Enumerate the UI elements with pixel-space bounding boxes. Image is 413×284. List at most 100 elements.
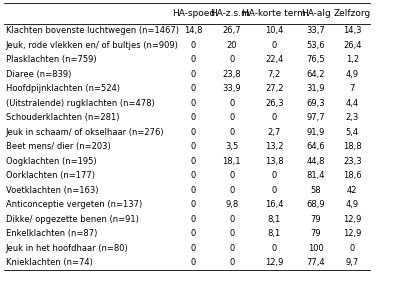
Text: 1,2: 1,2	[346, 55, 359, 64]
Text: 0: 0	[191, 244, 196, 252]
Text: Voetklachten (n=163): Voetklachten (n=163)	[6, 186, 98, 195]
Text: HA-z.s.m.: HA-z.s.m.	[211, 9, 253, 18]
Text: Dikke/ opgezette benen (n=91): Dikke/ opgezette benen (n=91)	[6, 215, 139, 224]
Text: 2,7: 2,7	[268, 128, 281, 137]
Text: 0: 0	[229, 215, 235, 224]
Text: HA-spoed: HA-spoed	[172, 9, 215, 18]
Text: 10,4: 10,4	[265, 26, 283, 36]
Text: 64,6: 64,6	[306, 142, 325, 151]
Text: 13,8: 13,8	[265, 157, 284, 166]
Text: 12,9: 12,9	[265, 258, 283, 267]
Text: 69,3: 69,3	[306, 99, 325, 108]
Text: 0: 0	[191, 258, 196, 267]
Text: 0: 0	[229, 229, 235, 238]
Text: 0: 0	[191, 200, 196, 209]
Text: 20: 20	[227, 41, 237, 50]
Text: 12,9: 12,9	[343, 215, 361, 224]
Text: Schouderklachten (n=281): Schouderklachten (n=281)	[6, 113, 119, 122]
Text: 79: 79	[311, 229, 321, 238]
Text: 26,3: 26,3	[265, 99, 284, 108]
Text: Zelfzorg: Zelfzorg	[334, 9, 371, 18]
Text: 2,3: 2,3	[346, 113, 359, 122]
Text: Jeuk in schaam/ of okselhaar (n=276): Jeuk in schaam/ of okselhaar (n=276)	[6, 128, 164, 137]
Text: 22,4: 22,4	[265, 55, 283, 64]
Text: 27,2: 27,2	[265, 84, 284, 93]
Text: Diaree (n=839): Diaree (n=839)	[6, 70, 71, 79]
Text: 0: 0	[229, 55, 235, 64]
Text: 76,5: 76,5	[306, 55, 325, 64]
Text: Oorklachten (n=177): Oorklachten (n=177)	[6, 171, 95, 180]
Text: 0: 0	[191, 55, 196, 64]
Text: 33,9: 33,9	[223, 84, 241, 93]
Text: Knieklachten (n=74): Knieklachten (n=74)	[6, 258, 93, 267]
Text: 0: 0	[191, 171, 196, 180]
Text: 4,9: 4,9	[346, 70, 359, 79]
Text: 14,3: 14,3	[343, 26, 361, 36]
Text: 0: 0	[191, 70, 196, 79]
Text: 23,8: 23,8	[223, 70, 241, 79]
Text: 44,8: 44,8	[306, 157, 325, 166]
Text: 100: 100	[308, 244, 324, 252]
Text: 31,9: 31,9	[306, 84, 325, 93]
Text: Jeuk, rode vlekken en/ of bultjes (n=909): Jeuk, rode vlekken en/ of bultjes (n=909…	[6, 41, 179, 50]
Text: 0: 0	[272, 41, 277, 50]
Text: 3,5: 3,5	[225, 142, 238, 151]
Text: 0: 0	[229, 99, 235, 108]
Text: 64,2: 64,2	[306, 70, 325, 79]
Text: 0: 0	[272, 113, 277, 122]
Text: HA-alg: HA-alg	[301, 9, 331, 18]
Text: Oogklachten (n=195): Oogklachten (n=195)	[6, 157, 96, 166]
Text: 77,4: 77,4	[306, 258, 325, 267]
Text: 91,9: 91,9	[306, 128, 325, 137]
Text: 12,9: 12,9	[343, 229, 361, 238]
Text: Enkelklachten (n=87): Enkelklachten (n=87)	[6, 229, 97, 238]
Text: 0: 0	[349, 244, 355, 252]
Text: Beet mens/ dier (n=203): Beet mens/ dier (n=203)	[6, 142, 111, 151]
Text: 58: 58	[311, 186, 321, 195]
Text: 42: 42	[347, 186, 358, 195]
Text: 0: 0	[229, 171, 235, 180]
Text: 97,7: 97,7	[306, 113, 325, 122]
Text: 79: 79	[311, 215, 321, 224]
Text: 81,4: 81,4	[306, 171, 325, 180]
Text: 0: 0	[272, 186, 277, 195]
Text: 0: 0	[191, 128, 196, 137]
Text: 7: 7	[349, 84, 355, 93]
Text: 14,8: 14,8	[184, 26, 203, 36]
Text: Klachten bovenste luchtwegen (n=1467): Klachten bovenste luchtwegen (n=1467)	[6, 26, 179, 36]
Text: Anticonceptie vergeten (n=137): Anticonceptie vergeten (n=137)	[6, 200, 142, 209]
Text: Hoofdpijnklachten (n=524): Hoofdpijnklachten (n=524)	[6, 84, 120, 93]
Text: 0: 0	[191, 142, 196, 151]
Text: 0: 0	[191, 99, 196, 108]
Text: 0: 0	[229, 258, 235, 267]
Text: 26,7: 26,7	[223, 26, 241, 36]
Text: 0: 0	[272, 244, 277, 252]
Text: 53,6: 53,6	[306, 41, 325, 50]
Text: 9,8: 9,8	[225, 200, 238, 209]
Text: 16,4: 16,4	[265, 200, 284, 209]
Text: 0: 0	[229, 113, 235, 122]
Text: 4,9: 4,9	[346, 200, 359, 209]
Text: Plasklachten (n=759): Plasklachten (n=759)	[6, 55, 96, 64]
Text: 23,3: 23,3	[343, 157, 361, 166]
Text: 68,9: 68,9	[306, 200, 325, 209]
Text: HA-korte term: HA-korte term	[242, 9, 306, 18]
Text: 0: 0	[191, 157, 196, 166]
Text: 8,1: 8,1	[268, 229, 281, 238]
Text: 0: 0	[191, 215, 196, 224]
Text: 0: 0	[229, 244, 235, 252]
Text: 8,1: 8,1	[268, 215, 281, 224]
Text: 0: 0	[272, 171, 277, 180]
Text: 0: 0	[191, 229, 196, 238]
Text: 0: 0	[229, 186, 235, 195]
Text: Jeuk in het hoofdhaar (n=80): Jeuk in het hoofdhaar (n=80)	[6, 244, 128, 252]
Text: 33,7: 33,7	[306, 26, 325, 36]
Text: 0: 0	[229, 128, 235, 137]
Text: 18,6: 18,6	[343, 171, 361, 180]
Text: 4,4: 4,4	[346, 99, 359, 108]
Text: 0: 0	[191, 41, 196, 50]
Text: 0: 0	[191, 84, 196, 93]
Text: (Uitstralende) rugklachten (n=478): (Uitstralende) rugklachten (n=478)	[6, 99, 154, 108]
Text: 13,2: 13,2	[265, 142, 284, 151]
Text: 0: 0	[191, 186, 196, 195]
